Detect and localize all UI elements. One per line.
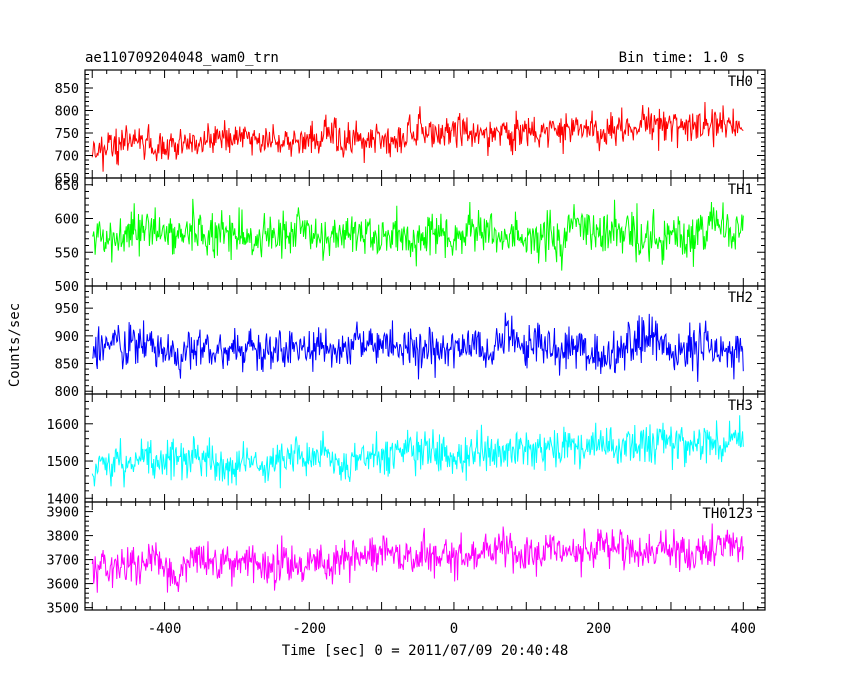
- x-tick-label: -400: [148, 621, 182, 637]
- panels: 650 700 750 800 850 TH0 500 550 600 650 TH1 800 850 9…: [46, 69, 766, 637]
- series-line-th0: [91, 101, 744, 172]
- y-tick-label: 3800: [46, 529, 79, 545]
- panel-label: TH2: [728, 290, 753, 306]
- y-tick-label: 1400: [46, 491, 79, 507]
- y-tick-label: 800: [55, 384, 79, 400]
- panel-frame: [84, 393, 766, 503]
- y-tick-label: 650: [55, 171, 79, 187]
- header-left: ae110709204048_wam0_trn: [85, 50, 279, 66]
- panel-th0123: 3500 3600 3700 3800 3900 TH0123: [46, 501, 766, 617]
- series-line-th0123: [91, 523, 744, 593]
- panel-label: TH3: [728, 398, 753, 414]
- y-tick-label: 600: [55, 212, 79, 228]
- panel-label: TH1: [728, 182, 753, 198]
- y-tick-label: 3700: [46, 553, 79, 569]
- y-tick-label: 650: [55, 178, 79, 194]
- series-line-th1: [92, 198, 744, 271]
- y-tick-label: 550: [55, 245, 79, 261]
- y-tick-label: 3600: [46, 577, 79, 593]
- y-tick-label: 800: [55, 104, 79, 120]
- y-tick-label: 3900: [46, 505, 79, 521]
- panel-th0: 650 700 750 800 850 TH0: [55, 69, 766, 187]
- panel-th3: 1400 1500 1600 TH3: [46, 393, 766, 507]
- series-line-th3: [91, 415, 744, 489]
- y-tick-label: 3500: [46, 601, 79, 617]
- y-tick-label: 900: [55, 329, 79, 345]
- y-tick-label: 1600: [46, 417, 79, 433]
- x-tick-label: -200: [292, 621, 326, 637]
- header-right: Bin time: 1.0 s: [619, 50, 745, 66]
- y-tick-label: 1500: [46, 454, 79, 470]
- y-axis-label: Counts/sec: [7, 303, 23, 387]
- panel-th1: 500 550 600 650 TH1: [55, 177, 766, 295]
- panel-label: TH0123: [702, 506, 753, 522]
- y-tick-label: 700: [55, 149, 79, 165]
- panel-label: TH0: [728, 74, 753, 90]
- x-axis-label: Time [sec] 0 = 2011/07/09 20:40:48: [282, 643, 569, 659]
- y-tick-label: 850: [55, 81, 79, 97]
- x-tick-label: 0: [450, 621, 458, 637]
- panel-th2: 800 850 900 950 TH2: [55, 285, 766, 400]
- panel-frame: [84, 177, 766, 287]
- x-tick-label: 400: [731, 621, 756, 637]
- x-tick-label: 200: [586, 621, 611, 637]
- y-tick-label: 850: [55, 357, 79, 373]
- series-line-th2: [92, 312, 744, 382]
- y-tick-label: 500: [55, 279, 79, 295]
- y-tick-label: 950: [55, 301, 79, 317]
- y-tick-label: 750: [55, 126, 79, 142]
